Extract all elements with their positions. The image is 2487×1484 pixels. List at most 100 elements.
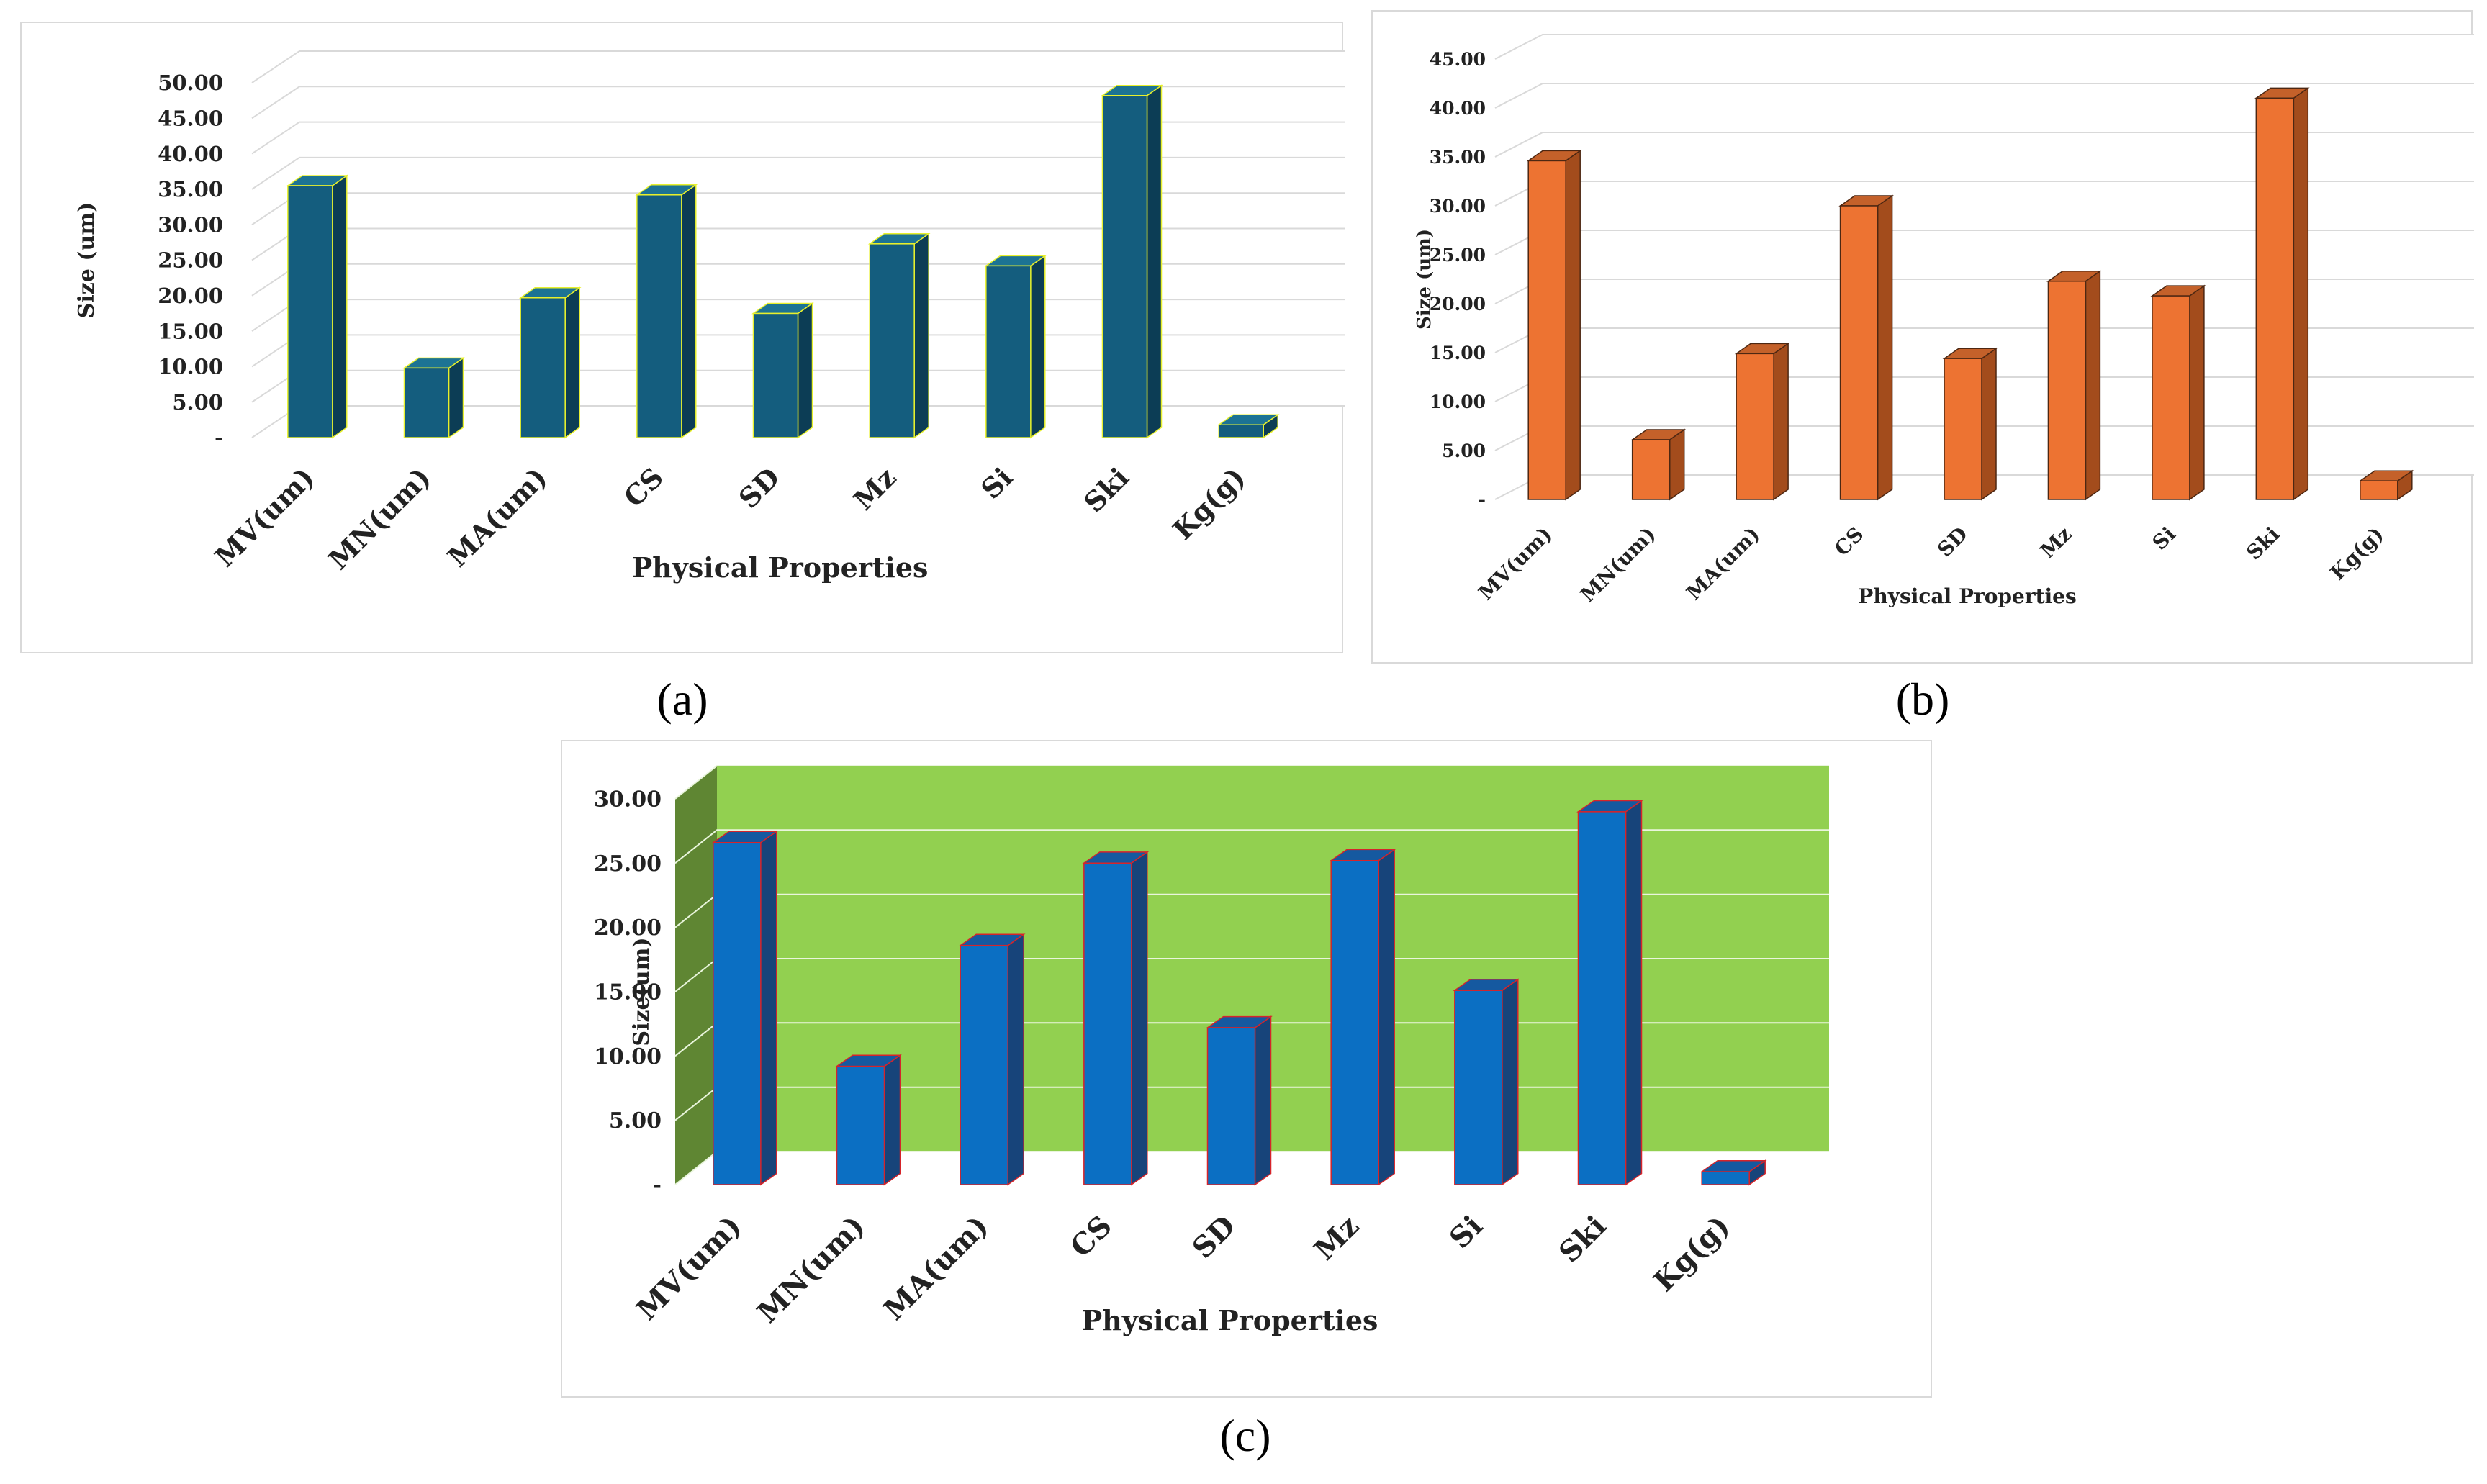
x-category-label: Mz xyxy=(847,461,903,517)
x-category-label: Si xyxy=(975,461,1019,505)
bar-side xyxy=(1502,978,1519,1186)
x-category-label: CS xyxy=(1064,1209,1119,1264)
bar-side xyxy=(1669,428,1685,501)
back-wall xyxy=(1543,35,2474,475)
x-category-label: MN(um) xyxy=(1576,522,1660,607)
chart-c-svg: - 5.00 10.00 15.00 20.00 25.00 30.00 MV(um) MN(u… xyxy=(594,765,1829,1336)
y-tick-label: 40.00 xyxy=(1430,98,1486,119)
y-tick-label: 5.00 xyxy=(609,1108,662,1134)
x-category-label: MA(um) xyxy=(877,1209,995,1327)
bar xyxy=(1453,978,1520,1186)
bar xyxy=(402,356,465,439)
bar-front xyxy=(520,297,566,438)
y-tick-label: 45.00 xyxy=(1430,49,1486,70)
bar-side xyxy=(1773,342,1789,501)
chart-b-svg: - 5.00 10.00 15.00 20.00 25.00 30.00 35.00 40.00… xyxy=(1414,34,2474,608)
bar xyxy=(1329,848,1396,1186)
bar-side xyxy=(1254,1015,1272,1186)
gridline xyxy=(251,86,1345,119)
bar xyxy=(1101,84,1163,439)
panel-label-c: (c) xyxy=(1219,1410,1271,1461)
bar xyxy=(635,184,698,439)
x-category-label: Si xyxy=(2148,522,2180,555)
bar-side xyxy=(1378,848,1395,1186)
gridline xyxy=(251,121,1345,155)
bar-side xyxy=(913,232,929,439)
bar-side xyxy=(760,830,777,1186)
x-category-label: Kg(g) xyxy=(1166,461,1251,546)
x-axis-title: Physical Properties xyxy=(1082,1304,1378,1336)
bar xyxy=(751,302,814,439)
bar-front xyxy=(2152,295,2190,500)
bar-front xyxy=(2047,280,2087,500)
x-axis-title: Physical Properties xyxy=(632,551,929,584)
x-category-label: MN(um) xyxy=(322,461,437,576)
bar xyxy=(1942,347,1998,501)
y-tick-label: 35.00 xyxy=(1430,147,1486,168)
y-tick-label: 15.00 xyxy=(1430,343,1486,363)
bar-side xyxy=(1007,933,1024,1186)
bar xyxy=(1838,194,1894,501)
chart-a-svg: - 5.00 10.00 15.00 20.00 25.00 30.00 35.00 40.00… xyxy=(74,50,1345,584)
bar-front xyxy=(1527,160,1566,500)
y-tick-label: 25.00 xyxy=(1430,245,1486,266)
x-category-label: Kg(g) xyxy=(1647,1209,1736,1298)
bar xyxy=(2046,270,2102,501)
y-tick-label: 40.00 xyxy=(158,142,223,166)
bar xyxy=(286,174,349,439)
bar-front xyxy=(636,194,682,438)
y-axis-title: Size(um) xyxy=(629,937,654,1046)
bar-side xyxy=(1877,194,1893,501)
x-category-label: MA(um) xyxy=(441,461,554,574)
bar-front xyxy=(1330,860,1379,1185)
panel-label-a: (a) xyxy=(656,674,708,725)
y-tick-label: 35.00 xyxy=(158,177,223,202)
bar-side xyxy=(1030,254,1046,439)
bar-front xyxy=(1454,990,1503,1185)
bar-side xyxy=(2293,86,2309,501)
bar-front xyxy=(403,367,450,438)
bar-front xyxy=(836,1065,885,1185)
y-tick-label: 30.00 xyxy=(594,787,662,813)
bar-front xyxy=(1577,811,1627,1185)
bar-side xyxy=(1565,149,1581,501)
bar xyxy=(867,232,931,439)
x-axis-title: Physical Properties xyxy=(1858,584,2076,608)
bar-front xyxy=(2360,480,2398,500)
bar-front xyxy=(1736,353,1774,500)
bar xyxy=(984,254,1047,439)
x-category-label: Kg(g) xyxy=(2326,522,2388,585)
bar-side xyxy=(1131,851,1148,1186)
y-tick-label: 30.00 xyxy=(158,212,223,237)
y-tick-label: 10.00 xyxy=(594,1044,662,1069)
bar-side xyxy=(1625,800,1643,1186)
y-tick-label: - xyxy=(215,425,223,450)
x-category-label: Ski xyxy=(1553,1209,1613,1270)
bar xyxy=(1734,342,1790,501)
bar-front xyxy=(1218,424,1264,438)
gridline xyxy=(674,765,1829,800)
bar-front xyxy=(1944,358,1982,500)
bar-front xyxy=(713,841,762,1185)
bar-side xyxy=(2189,284,2205,501)
y-tick-label: 45.00 xyxy=(158,106,223,130)
y-tick-label: 20.00 xyxy=(594,915,662,941)
x-category-label: Ski xyxy=(2242,522,2284,565)
x-category-label: Si xyxy=(1443,1209,1489,1255)
x-category-label: CS xyxy=(618,461,670,514)
y-tick-label: 5.00 xyxy=(172,390,223,415)
x-category-label: MV(um) xyxy=(208,461,320,574)
x-category-label: Mz xyxy=(1308,1209,1366,1267)
bar-side xyxy=(332,174,348,439)
bar-front xyxy=(1631,439,1671,500)
y-tick-label: 5.00 xyxy=(1442,440,1486,461)
x-category-label: CS xyxy=(1830,522,1868,561)
panel-label-b: (b) xyxy=(1895,674,1950,725)
x-category-label: MN(um) xyxy=(751,1209,872,1330)
y-tick-label: 15.00 xyxy=(594,980,662,1005)
y-tick-label: 10.00 xyxy=(158,355,223,379)
bar-front xyxy=(1083,862,1132,1185)
y-axis-title: Size (um) xyxy=(74,202,99,319)
bar xyxy=(1526,149,1582,501)
bar-front xyxy=(1101,94,1148,438)
